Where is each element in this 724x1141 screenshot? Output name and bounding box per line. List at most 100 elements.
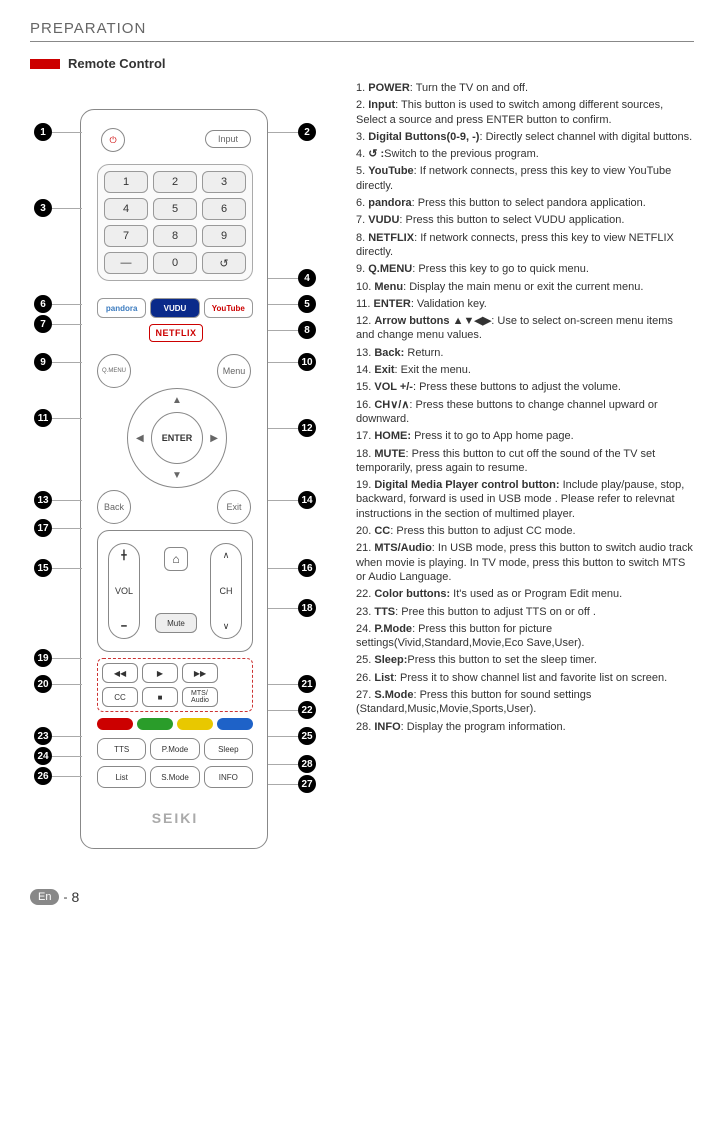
- input-button[interactable]: Input: [205, 130, 251, 148]
- callout-28: 28: [298, 755, 316, 773]
- desc-item: 22. Color buttons: It's used as or Progr…: [334, 587, 694, 601]
- desc-item: 6. pandora: Press this button to select …: [334, 196, 694, 210]
- mute-button[interactable]: Mute: [155, 613, 197, 633]
- desc-item: 2. Input: This button is used to switch …: [334, 98, 694, 127]
- key-↺[interactable]: ↺: [202, 252, 246, 274]
- key-1[interactable]: 1: [104, 171, 148, 193]
- key-4[interactable]: 4: [104, 198, 148, 220]
- descriptions: 1. POWER: Turn the TV on and off. 2. Inpu…: [334, 81, 694, 859]
- page-number: 8: [71, 889, 79, 905]
- key-2[interactable]: 2: [153, 171, 197, 193]
- callout-26: 26: [34, 767, 52, 785]
- app-row: pandora VUDU YouTube: [97, 298, 253, 318]
- vol-ch-panel: ╋ VOL ━ ∧ CH ∨ ⌂ Mute: [97, 530, 253, 652]
- list-button[interactable]: List: [97, 766, 146, 788]
- down-arrow-icon: ▼: [172, 470, 182, 481]
- desc-item: 12. Arrow buttons ▲▼◀▶: Use to select on…: [334, 314, 694, 343]
- desc-item: 3. Digital Buttons(0-9, -): Directly sel…: [334, 130, 694, 144]
- up-arrow-icon: ▲: [172, 395, 182, 406]
- desc-item: 18. MUTE: Press this button to cut off t…: [334, 447, 694, 476]
- callout-7: 7: [34, 315, 52, 333]
- key-—[interactable]: —: [104, 252, 148, 274]
- key-6[interactable]: 6: [202, 198, 246, 220]
- callout-5: 5: [298, 295, 316, 313]
- desc-item: 7. VUDU: Press this button to select VUD…: [334, 213, 694, 227]
- sleep-button[interactable]: Sleep: [204, 738, 253, 760]
- header: PREPARATION: [30, 20, 694, 42]
- desc-item: 16. CH∨/∧: Press these buttons to change…: [334, 398, 694, 427]
- desc-item: 11. ENTER: Validation key.: [334, 297, 694, 311]
- blue-button[interactable]: [217, 718, 253, 730]
- pandora-button[interactable]: pandora: [97, 298, 146, 318]
- menu-button[interactable]: Menu: [217, 354, 251, 388]
- youtube-button[interactable]: YouTube: [204, 298, 253, 318]
- desc-item: 8. NETFLIX: If network connects, press t…: [334, 231, 694, 260]
- desc-item: 17. HOME: Press it to go to App home pag…: [334, 429, 694, 443]
- fastforward-button[interactable]: ▶▶: [182, 663, 218, 683]
- callout-24: 24: [34, 747, 52, 765]
- volume-rocker[interactable]: ╋ VOL ━: [108, 543, 140, 639]
- callout-20: 20: [34, 675, 52, 693]
- callout-13: 13: [34, 491, 52, 509]
- tts-button[interactable]: TTS: [97, 738, 146, 760]
- callout-3: 3: [34, 199, 52, 217]
- key-3[interactable]: 3: [202, 171, 246, 193]
- desc-item: 9. Q.MENU: Press this key to go to quick…: [334, 262, 694, 276]
- channel-rocker[interactable]: ∧ CH ∨: [210, 543, 242, 639]
- rewind-button[interactable]: ◀◀: [102, 663, 138, 683]
- row-list-smode-info: List S.Mode INFO: [97, 766, 253, 788]
- callout-14: 14: [298, 491, 316, 509]
- left-arrow-icon: ◀: [136, 433, 144, 444]
- dpad[interactable]: ▲ ▼ ◀ ▶ ENTER: [127, 388, 227, 488]
- key-0[interactable]: 0: [153, 252, 197, 274]
- callout-2: 2: [298, 123, 316, 141]
- minus-icon: ━: [121, 621, 126, 632]
- red-button[interactable]: [97, 718, 133, 730]
- desc-item: 23. TTS: Pree this button to adjust TTS …: [334, 605, 694, 619]
- key-9[interactable]: 9: [202, 225, 246, 247]
- vol-label: VOL: [115, 586, 133, 596]
- pmode-button[interactable]: P.Mode: [150, 738, 199, 760]
- callout-27: 27: [298, 775, 316, 793]
- page-title: PREPARATION: [30, 20, 146, 37]
- lang-badge: En: [30, 889, 59, 905]
- right-arrow-icon: ▶: [210, 433, 218, 444]
- info-button[interactable]: INFO: [204, 766, 253, 788]
- desc-item: 1. POWER: Turn the TV on and off.: [334, 81, 694, 95]
- callout-19: 19: [34, 649, 52, 667]
- desc-item: 19. Digital Media Player control button:…: [334, 478, 694, 521]
- yellow-button[interactable]: [177, 718, 213, 730]
- cc-button[interactable]: CC: [102, 687, 138, 707]
- smode-button[interactable]: S.Mode: [150, 766, 199, 788]
- vudu-button[interactable]: VUDU: [150, 298, 199, 318]
- play-button[interactable]: ▶: [142, 663, 178, 683]
- plus-icon: ╋: [121, 550, 126, 561]
- row-tts-pmode-sleep: TTS P.Mode Sleep: [97, 738, 253, 760]
- callout-21: 21: [298, 675, 316, 693]
- section-heading: Remote Control: [30, 56, 694, 71]
- section-title: Remote Control: [68, 56, 166, 71]
- back-button[interactable]: Back: [97, 490, 131, 524]
- key-7[interactable]: 7: [104, 225, 148, 247]
- callout-12: 12: [298, 419, 316, 437]
- sep: -: [63, 890, 67, 904]
- media-controls: ◀◀ ▶ ▶▶ CC ■ MTS/ Audio: [97, 658, 253, 712]
- desc-item: 10. Menu: Display the main menu or exit …: [334, 280, 694, 294]
- qmenu-button[interactable]: Q.MENU: [97, 354, 131, 388]
- callout-9: 9: [34, 353, 52, 371]
- color-buttons: [97, 718, 253, 730]
- exit-button[interactable]: Exit: [217, 490, 251, 524]
- netflix-button[interactable]: NETFLIX: [149, 324, 203, 342]
- enter-button[interactable]: ENTER: [151, 412, 203, 464]
- home-button[interactable]: ⌂: [164, 547, 188, 571]
- mts-audio-button[interactable]: MTS/ Audio: [182, 687, 218, 707]
- desc-item: 15. VOL +/-: Press these buttons to adju…: [334, 380, 694, 394]
- green-button[interactable]: [137, 718, 173, 730]
- desc-item: 27. S.Mode: Press this button for sound …: [334, 688, 694, 717]
- key-5[interactable]: 5: [153, 198, 197, 220]
- stop-button[interactable]: ■: [142, 687, 178, 707]
- remote-diagram: ⏻ Input 123456789—0↺ pandora VUDU YouTub…: [30, 81, 320, 859]
- power-button[interactable]: ⏻: [101, 128, 125, 152]
- key-8[interactable]: 8: [153, 225, 197, 247]
- footer: En - 8: [30, 889, 694, 905]
